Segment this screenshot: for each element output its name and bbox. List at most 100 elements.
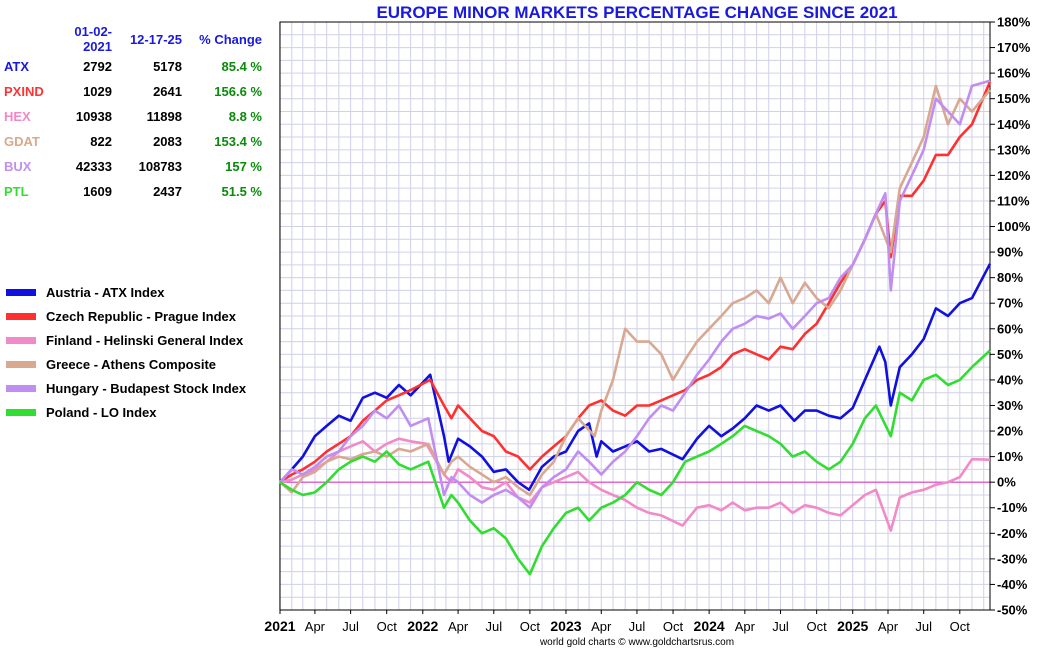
stats-change-value: 156.6 % (214, 84, 262, 99)
stats-ticker: PXIND (4, 84, 44, 99)
y-tick-label: 0% (997, 475, 1016, 490)
x-tick-label: 2025 (837, 618, 868, 634)
y-tick-label: 50% (997, 347, 1023, 362)
stats-change-value: 8.8 % (228, 109, 262, 124)
stats-ticker: HEX (4, 109, 31, 124)
stats-end-value: 2641 (153, 84, 182, 99)
stats-end-value: 11898 (146, 109, 182, 124)
legend-item-hungary: Hungary - Budapest Stock Index (6, 376, 246, 400)
stats-start-value: 10938 (75, 109, 112, 124)
legend-label: Hungary - Budapest Stock Index (46, 380, 247, 396)
stats-ticker: ATX (4, 59, 30, 74)
stats-change-value: 157 % (225, 159, 262, 174)
legend-item-greece: Greece - Athens Composite (6, 352, 246, 376)
y-tick-label: -50% (997, 603, 1028, 618)
y-tick-label: 60% (997, 321, 1023, 336)
y-tick-label: 120% (997, 168, 1031, 183)
stats-row-pxind: PXIND 1029 2641 156.6 % (4, 79, 262, 104)
legend-item-austria: Austria - ATX Index (6, 280, 246, 304)
y-tick-label: -40% (997, 577, 1028, 592)
stats-start-value: 42333 (75, 159, 112, 174)
stats-header-ticker (4, 24, 50, 54)
x-tick-label: Apr (591, 619, 612, 634)
legend-label: Poland - LO Index (46, 404, 157, 420)
stats-row-ptl: PTL 1609 2437 51.5 % (4, 179, 262, 204)
legend-item-poland: Poland - LO Index (6, 400, 246, 424)
y-tick-label: 100% (997, 219, 1031, 234)
series-line-6 (279, 349, 991, 576)
x-tick-label: Oct (520, 619, 541, 634)
legend-label: Czech Republic - Prague Index (46, 308, 236, 324)
x-tick-label: Jul (342, 619, 359, 634)
x-tick-label: Jul (915, 619, 932, 634)
series-lines (279, 79, 992, 576)
series-line-1 (279, 263, 992, 492)
legend-swatch (6, 336, 36, 344)
y-tick-label: -10% (997, 500, 1028, 515)
y-tick-label: 170% (997, 40, 1031, 55)
stats-row-hex: HEX 10938 11898 8.8 % (4, 104, 262, 129)
legend: Austria - ATX Index Czech Republic - Pra… (6, 280, 246, 424)
legend-swatch (6, 384, 36, 392)
chart-credit: world gold charts © www.goldchartsrus.co… (539, 637, 735, 648)
x-tick-label: Jul (485, 619, 502, 634)
stats-row-atx: ATX 2792 5178 85.4 % (4, 54, 262, 79)
y-tick-label: -20% (997, 526, 1028, 541)
x-tick-label: 2021 (264, 618, 295, 634)
stats-table: 01-02-2021 12-17-25 % Change ATX 2792 51… (4, 24, 262, 204)
stats-header-change: % Change (199, 31, 262, 47)
legend-label: Greece - Athens Composite (46, 356, 217, 372)
plot-frame (279, 21, 991, 611)
stats-change-value: 51.5 % (221, 184, 262, 199)
stats-start-value: 822 (90, 134, 112, 149)
y-tick-label: 90% (997, 245, 1023, 260)
y-tick-label: 160% (997, 66, 1031, 81)
stats-header-row: 01-02-2021 12-17-25 % Change (4, 24, 262, 54)
axes: -50% -40% -30% -20% -10% 0% 10% 20% 30% 40% 50% 60%… (264, 15, 1030, 635)
y-tick-label: 70% (997, 296, 1023, 311)
x-tick-label: Oct (377, 619, 398, 634)
x-tick-label: Jul (629, 619, 646, 634)
stats-start-value: 1029 (83, 84, 112, 99)
series-line-5 (279, 79, 991, 509)
y-tick-label: 80% (997, 270, 1023, 285)
grid (279, 21, 991, 611)
x-tick-label: Apr (878, 619, 899, 634)
y-tick-label: 20% (997, 424, 1023, 439)
y-tick-label: 10% (997, 449, 1023, 464)
stats-end-value: 5178 (153, 59, 182, 74)
y-tick-label: 130% (997, 142, 1031, 157)
stats-ticker: GDAT (4, 134, 40, 149)
stats-end-value: 108783 (138, 159, 182, 174)
legend-swatch (6, 408, 36, 416)
legend-swatch (6, 312, 36, 320)
stats-header-start-date: 01-02-2021 (74, 24, 112, 54)
x-tick-label: Jul (772, 619, 789, 634)
stats-end-value: 2437 (153, 184, 182, 199)
stats-start-value: 2792 (83, 59, 112, 74)
x-tick-label: Oct (807, 619, 828, 634)
y-tick-label: 140% (997, 117, 1031, 132)
legend-swatch (6, 288, 36, 296)
stats-row-bux: BUX 42333 108783 157 % (4, 154, 262, 179)
x-tick-label: Oct (663, 619, 684, 634)
x-tick-label: Apr (305, 619, 326, 634)
y-tick-label: 110% (997, 193, 1030, 208)
stats-change-value: 153.4 % (214, 134, 262, 149)
y-tick-label: 180% (997, 15, 1031, 30)
x-tick-label: Apr (448, 619, 469, 634)
x-tick-label: 2024 (694, 618, 725, 634)
y-tick-label: 30% (997, 398, 1023, 413)
legend-item-finland: Finland - Helinski General Index (6, 328, 246, 352)
x-tick-label: 2023 (550, 618, 581, 634)
y-tick-label: 150% (997, 91, 1031, 106)
series-line-3 (279, 437, 991, 532)
legend-item-czech-republic: Czech Republic - Prague Index (6, 304, 246, 328)
stats-row-gdat: GDAT 822 2083 153.4 % (4, 129, 262, 154)
x-tick-label: Oct (950, 619, 971, 634)
y-tick-label: 40% (997, 372, 1023, 387)
stats-change-value: 85.4 % (221, 59, 262, 74)
stats-start-value: 1609 (83, 184, 112, 199)
legend-swatch (6, 360, 36, 368)
